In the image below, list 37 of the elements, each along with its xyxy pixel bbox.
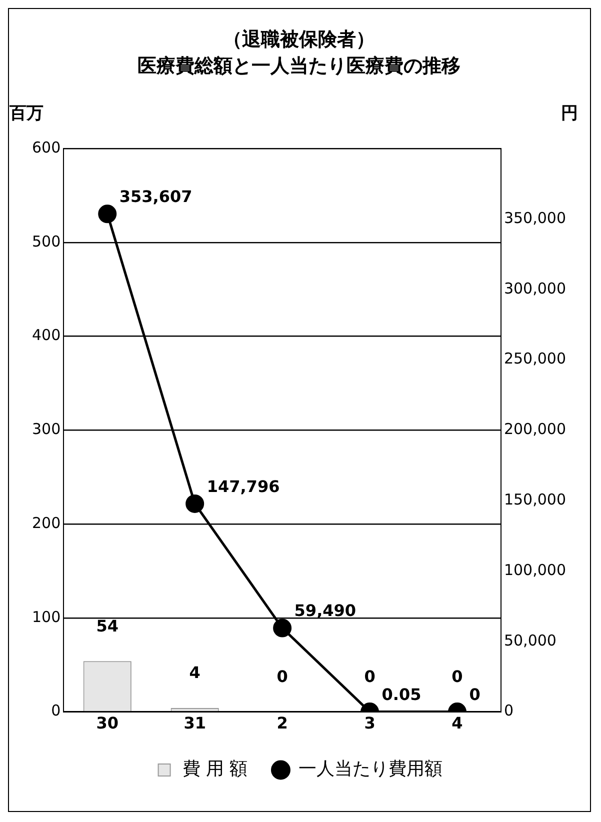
y2-tick-label: 50,000 — [504, 631, 556, 650]
y2-tick-label: 0 — [504, 702, 514, 720]
y-tick-label: 600 — [32, 138, 61, 156]
y2-tick-label: 150,000 — [504, 490, 566, 508]
legend-label: 費 用 額 — [182, 758, 248, 780]
y2-tick-label: 200,000 — [504, 420, 566, 438]
data-label: 0 — [364, 666, 376, 686]
data-label: 0.05 — [382, 684, 422, 704]
legend-label: 一人当たり費用額 — [298, 758, 443, 780]
data-label: 0 — [469, 684, 480, 704]
y2-tick-label: 250,000 — [504, 350, 566, 368]
y-tick-label: 300 — [32, 420, 61, 438]
chart-subtitle: 医療費総額と一人当たり医療費の推移 — [138, 55, 460, 78]
y2-tick-label: 100,000 — [504, 560, 566, 579]
data-label: 0 — [452, 666, 463, 686]
data-label: 59,490 — [294, 601, 356, 620]
data-label: 54 — [96, 616, 118, 636]
y-tick-label: 400 — [32, 326, 61, 344]
y2-axis-title: 円 — [560, 104, 578, 124]
x-tick-label: 30 — [96, 714, 118, 733]
y-tick-label: 500 — [32, 232, 61, 250]
y2-tick-label: 300,000 — [504, 279, 566, 298]
data-label: 4 — [189, 663, 200, 682]
data-label: 0 — [276, 666, 288, 686]
y2-tick-label: 350,000 — [504, 208, 566, 227]
x-tick-label: 3 — [364, 714, 376, 733]
chart-title: （退職被保険者） — [223, 28, 375, 50]
y-axis-title: 百万 — [8, 104, 44, 124]
data-label: 147,796 — [206, 476, 280, 496]
x-tick-label: 31 — [184, 714, 206, 733]
y-tick-label: 100 — [32, 608, 61, 626]
y-tick-label: 200 — [32, 514, 61, 532]
x-tick-label: 4 — [452, 714, 463, 733]
point — [98, 204, 117, 224]
data-label: 353,607 — [119, 187, 192, 206]
x-tick-label: 2 — [276, 714, 288, 733]
y-tick-label: 0 — [51, 702, 61, 720]
